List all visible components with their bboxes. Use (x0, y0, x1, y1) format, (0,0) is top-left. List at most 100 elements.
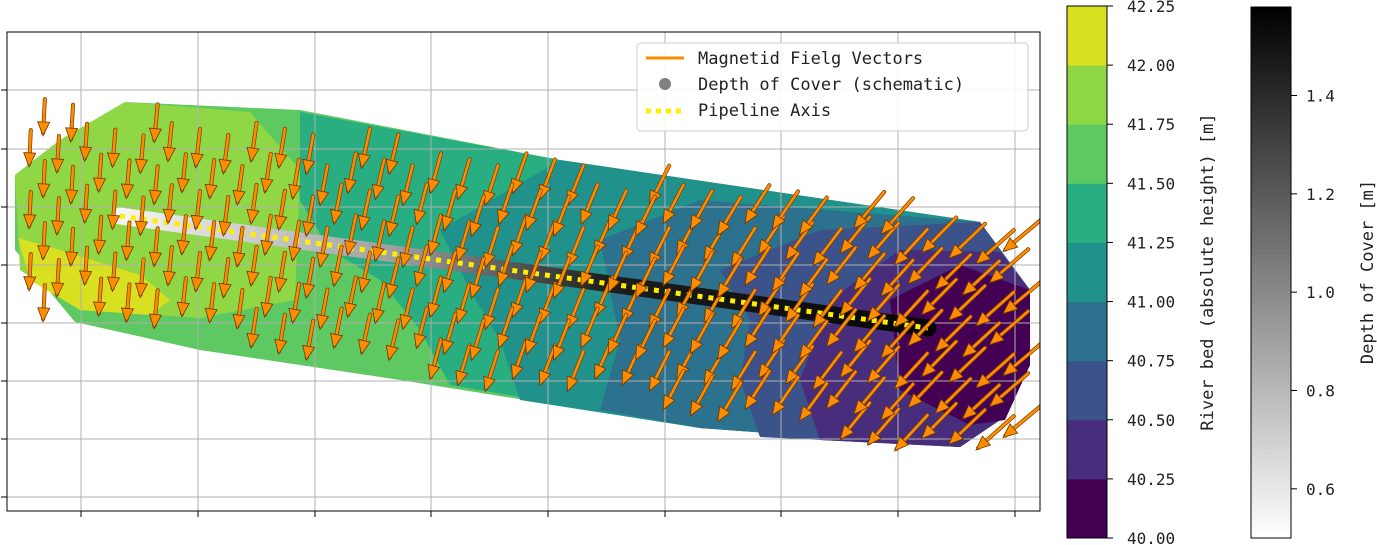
vector-12 (51, 257, 65, 299)
contour-region-4000 (890, 265, 1030, 425)
vector-203 (853, 251, 887, 292)
vector-205 (853, 313, 887, 354)
vector-97 (427, 337, 444, 381)
vector-103 (441, 312, 458, 356)
vector-98 (455, 157, 472, 201)
vector-4 (37, 221, 51, 261)
vector-228 (948, 345, 987, 383)
legend-depth-label: Depth of Cover (schematic) (698, 75, 964, 95)
vector-67 (316, 225, 330, 269)
vector-235 (975, 352, 1016, 389)
vector-93 (427, 213, 444, 257)
vector-84 (385, 132, 401, 176)
vector-89 (399, 287, 415, 331)
vector-28 (134, 195, 149, 237)
vector-29 (148, 226, 162, 268)
vector-107 (483, 225, 500, 269)
vector-195 (826, 245, 858, 286)
vector-169 (730, 288, 758, 330)
vector-177 (744, 307, 772, 349)
vector-33 (176, 152, 190, 194)
vector-35 (176, 214, 190, 256)
vector-168 (717, 257, 743, 299)
vector-208 (866, 407, 901, 446)
axis-ticks (1, 89, 1016, 517)
vector-129 (552, 256, 572, 300)
vector-73 (344, 213, 358, 257)
magnetic-field-vectors (23, 97, 1040, 452)
vector-108 (469, 256, 486, 300)
vector-86 (385, 194, 401, 238)
depth-tick-label-2: 1.0 (1306, 283, 1335, 302)
vector-182 (771, 251, 801, 292)
vector-83 (357, 312, 372, 356)
vector-90 (385, 318, 401, 362)
legend-vector-label: Magnetid Fielg Vectors (698, 49, 923, 69)
vector-143 (607, 312, 629, 356)
vector-101 (441, 250, 458, 294)
vector-65 (316, 163, 330, 207)
vector-230 (948, 407, 987, 445)
vector-204 (866, 283, 901, 322)
vector-236 (961, 382, 1002, 420)
riverbed-band-7 (1067, 65, 1107, 125)
riverbed-band-0 (1067, 478, 1107, 539)
depth-colorbar-ticks: 0.6 0.8 1.0 1.2 1.4 (1291, 87, 1335, 499)
riverbed-tick-label-8: 42.00 (1127, 56, 1175, 75)
riverbed-colorbar-ticks: 40.00 40.25 40.50 40.75 41.00 41.25 41.50 41.75… (1107, 0, 1175, 545)
vector-70 (302, 318, 316, 362)
vector-212 (893, 289, 930, 328)
vector-226 (948, 283, 987, 321)
vector-52 (246, 182, 260, 226)
vector-69 (316, 287, 330, 331)
vector-82 (371, 281, 387, 325)
vector-237 (975, 414, 1016, 451)
vector-113 (497, 182, 515, 226)
riverbed-tick-label-2: 40.50 (1127, 411, 1175, 430)
vector-80 (371, 219, 387, 263)
vector-131 (552, 318, 572, 362)
vector-116 (511, 275, 529, 319)
vector-39 (204, 158, 218, 200)
vector-211 (880, 258, 915, 297)
vector-124 (524, 312, 543, 356)
vector-38 (190, 127, 204, 169)
vector-0 (37, 97, 51, 137)
vector-96 (413, 306, 429, 350)
vector-201 (853, 189, 887, 230)
riverbed-colorbar: 40.00 40.25 40.50 40.75 41.00 41.25 41.50 41.75… (1066, 0, 1218, 545)
riverbed-colorbar-bands (1067, 6, 1107, 539)
vector-179 (744, 369, 772, 411)
vector-31 (148, 288, 162, 330)
vector-76 (330, 306, 344, 350)
vector-232 (961, 258, 1002, 296)
vector-48 (218, 257, 232, 299)
riverbed-band-3 (1067, 301, 1107, 362)
vector-217 (921, 215, 959, 254)
vector-54 (246, 244, 260, 288)
vector-6 (37, 283, 51, 323)
riverbed-band-4 (1067, 242, 1107, 303)
depth-tick-label-3: 1.2 (1306, 185, 1335, 204)
vector-221 (921, 339, 959, 378)
vector-105 (483, 163, 500, 207)
vector-234 (961, 320, 1002, 358)
vector-172 (717, 381, 743, 423)
vector-20 (120, 158, 135, 200)
vector-152 (662, 182, 686, 225)
riverbed-tick-label-6: 41.50 (1127, 174, 1175, 193)
vector-139 (607, 188, 629, 232)
vector-41 (204, 220, 218, 262)
vector-95 (427, 275, 444, 319)
vector-231 (975, 228, 1016, 265)
vector-114 (511, 213, 529, 257)
vector-34 (162, 183, 176, 225)
vector-102 (455, 281, 472, 325)
vector-64 (302, 132, 316, 176)
vector-72 (330, 182, 344, 226)
depth-colorbar-gradient (1250, 6, 1292, 539)
vector-158 (662, 368, 686, 411)
vector-5 (23, 252, 37, 292)
riverbed-tick-label-5: 41.25 (1127, 233, 1175, 252)
vector-42 (190, 251, 204, 293)
